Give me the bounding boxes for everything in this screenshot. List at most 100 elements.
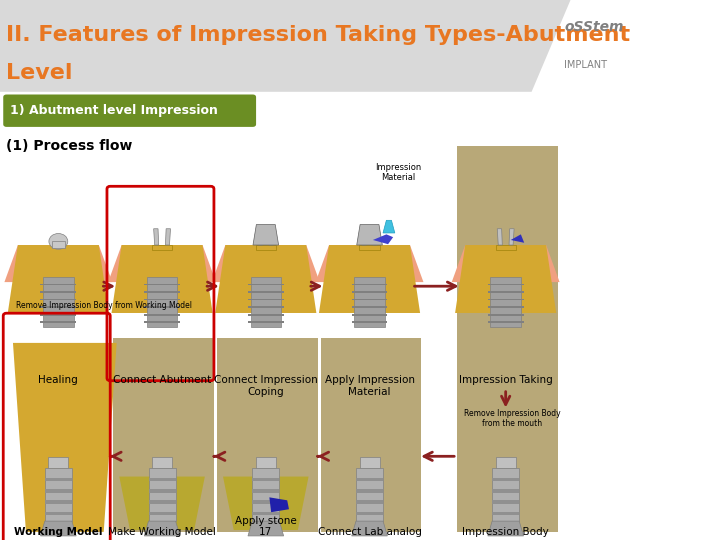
Bar bbox=[488, 306, 523, 308]
Bar bbox=[144, 299, 180, 300]
Polygon shape bbox=[510, 234, 524, 243]
Bar bbox=[248, 299, 284, 300]
Text: Impression Taking: Impression Taking bbox=[459, 375, 552, 386]
Bar bbox=[495, 457, 516, 468]
Text: oSStem: oSStem bbox=[564, 20, 624, 34]
Bar bbox=[144, 284, 180, 285]
Text: II. Features of Impression Taking Types-Abutment: II. Features of Impression Taking Types-… bbox=[6, 25, 631, 45]
Text: Healing: Healing bbox=[38, 375, 78, 386]
Bar bbox=[359, 457, 379, 468]
Polygon shape bbox=[351, 521, 387, 536]
Bar bbox=[148, 478, 176, 481]
Bar bbox=[45, 511, 72, 515]
Bar bbox=[148, 500, 176, 504]
Bar bbox=[45, 478, 72, 481]
Polygon shape bbox=[269, 497, 289, 512]
Text: Working Model: Working Model bbox=[14, 527, 102, 537]
Bar bbox=[248, 321, 284, 323]
Bar bbox=[40, 284, 76, 285]
Polygon shape bbox=[253, 225, 279, 245]
Bar bbox=[114, 338, 214, 532]
Bar bbox=[52, 240, 65, 248]
Text: Connect Lab analog: Connect Lab analog bbox=[318, 527, 421, 537]
Bar bbox=[457, 146, 557, 389]
Polygon shape bbox=[212, 245, 320, 282]
Bar bbox=[492, 489, 519, 492]
Bar bbox=[351, 291, 387, 293]
Bar bbox=[148, 468, 176, 521]
Polygon shape bbox=[498, 229, 503, 245]
Bar bbox=[252, 468, 279, 521]
Bar bbox=[40, 299, 76, 300]
Bar bbox=[488, 284, 523, 285]
Circle shape bbox=[49, 233, 68, 249]
Bar bbox=[144, 306, 180, 308]
Bar bbox=[40, 306, 76, 308]
Polygon shape bbox=[112, 245, 212, 313]
Polygon shape bbox=[166, 229, 171, 245]
Bar bbox=[321, 338, 421, 532]
Polygon shape bbox=[257, 229, 262, 245]
Bar bbox=[144, 291, 180, 293]
Bar bbox=[495, 245, 516, 250]
Polygon shape bbox=[356, 225, 382, 245]
Bar bbox=[356, 468, 383, 521]
Polygon shape bbox=[315, 245, 423, 282]
Bar bbox=[248, 314, 284, 315]
Bar bbox=[252, 500, 279, 504]
Bar bbox=[354, 276, 384, 327]
Polygon shape bbox=[13, 343, 117, 532]
Bar bbox=[457, 338, 557, 532]
Text: Make Working Model: Make Working Model bbox=[108, 527, 216, 537]
Bar bbox=[251, 276, 281, 327]
Bar bbox=[45, 489, 72, 492]
Bar bbox=[351, 284, 387, 285]
Polygon shape bbox=[269, 229, 274, 245]
Text: 1) Abutment level Impression: 1) Abutment level Impression bbox=[10, 104, 217, 117]
Polygon shape bbox=[120, 477, 205, 530]
Polygon shape bbox=[40, 521, 76, 536]
Polygon shape bbox=[248, 521, 284, 536]
Text: Apply stone
17: Apply stone 17 bbox=[235, 516, 297, 537]
Bar bbox=[248, 306, 284, 308]
Polygon shape bbox=[488, 521, 523, 536]
Text: Connect Abutment: Connect Abutment bbox=[113, 375, 211, 386]
Bar bbox=[252, 511, 279, 515]
Polygon shape bbox=[373, 229, 378, 245]
Polygon shape bbox=[8, 245, 109, 313]
Polygon shape bbox=[223, 477, 309, 530]
Bar bbox=[48, 457, 68, 468]
Text: Impression
Material: Impression Material bbox=[376, 163, 422, 183]
Bar bbox=[356, 511, 383, 515]
Bar bbox=[152, 457, 172, 468]
Polygon shape bbox=[0, 0, 570, 92]
Polygon shape bbox=[373, 234, 393, 244]
Bar bbox=[40, 314, 76, 315]
Bar bbox=[40, 291, 76, 293]
Polygon shape bbox=[451, 245, 559, 282]
Polygon shape bbox=[361, 229, 366, 245]
Bar bbox=[152, 245, 172, 250]
Text: Apply Impression
Material: Apply Impression Material bbox=[325, 375, 415, 397]
Bar bbox=[248, 291, 284, 293]
Bar bbox=[492, 478, 519, 481]
Bar bbox=[248, 284, 284, 285]
Bar bbox=[252, 489, 279, 492]
Bar bbox=[45, 468, 72, 521]
Bar bbox=[351, 306, 387, 308]
Text: Remove Impression Body from Working Model: Remove Impression Body from Working Mode… bbox=[17, 301, 192, 309]
Bar bbox=[144, 321, 180, 323]
Bar bbox=[351, 321, 387, 323]
Text: Remove Impression Body
from the mouth: Remove Impression Body from the mouth bbox=[464, 409, 560, 428]
Polygon shape bbox=[509, 229, 514, 245]
Bar bbox=[252, 478, 279, 481]
Bar bbox=[356, 478, 383, 481]
Bar bbox=[256, 457, 276, 468]
Text: (1) Process flow: (1) Process flow bbox=[6, 139, 133, 153]
Polygon shape bbox=[4, 245, 112, 282]
Bar bbox=[351, 299, 387, 300]
Bar bbox=[217, 338, 318, 532]
Bar bbox=[490, 276, 521, 327]
Bar bbox=[144, 314, 180, 315]
Bar bbox=[492, 468, 519, 521]
